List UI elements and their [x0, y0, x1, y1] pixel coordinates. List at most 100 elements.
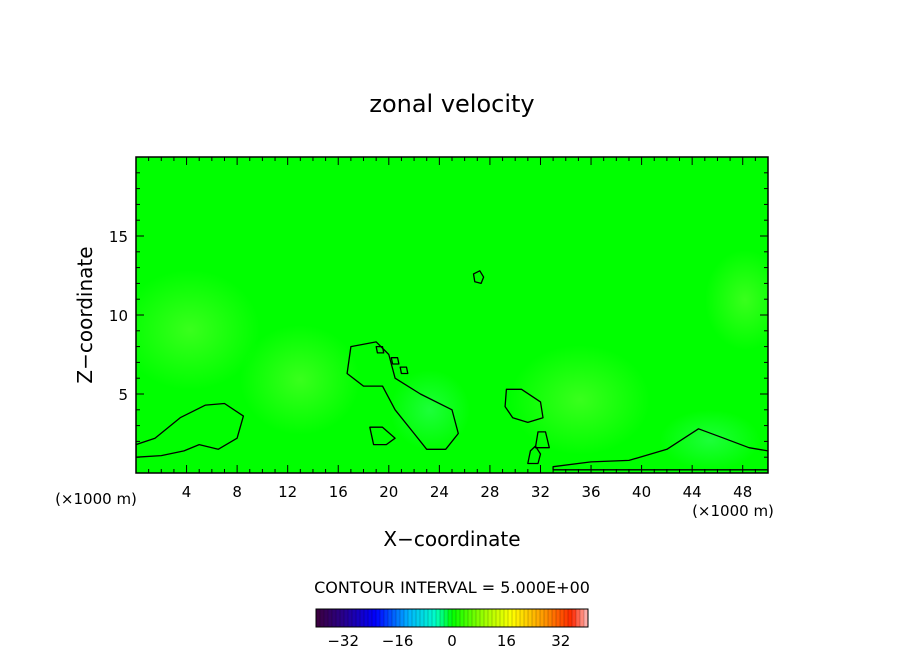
- colorbar-tick-label: −16: [382, 632, 414, 650]
- colorbar-swatch: [384, 609, 389, 627]
- colorbar-swatch: [480, 609, 485, 627]
- field-blotch: [705, 250, 768, 350]
- contour-interval-label: CONTOUR INTERVAL = 5.000E+00: [314, 578, 590, 597]
- contour-cell-31b: [527, 445, 542, 465]
- colorbar-swatch: [536, 609, 541, 627]
- colorbar-swatch: [484, 609, 489, 627]
- y-tick-labels: 5 10 15: [109, 228, 128, 404]
- colorbar-swatch: [472, 609, 477, 627]
- axis-ticks: [136, 157, 768, 473]
- colorbar-swatch: [460, 609, 465, 627]
- colorbar-tick-label: 16: [497, 632, 516, 650]
- colorbar-swatch: [368, 609, 373, 627]
- field-blotch: [136, 270, 260, 390]
- colorbar-swatch: [376, 609, 381, 627]
- colorbar-swatch: [580, 609, 585, 627]
- colorbar-swatch: [452, 609, 457, 627]
- x-tick-label: 44: [683, 483, 702, 501]
- colorbar-swatch: [424, 609, 429, 627]
- x-tick-label: 48: [733, 483, 752, 501]
- colorbar-swatch: [492, 609, 497, 627]
- colorbar-swatch: [556, 609, 561, 627]
- colorbar-swatch: [464, 609, 469, 627]
- colorbar-swatch: [336, 609, 341, 627]
- x-axis-label: X−coordinate: [383, 527, 520, 551]
- colorbar-swatch: [572, 609, 577, 627]
- colorbar-swatch: [432, 609, 437, 627]
- colorbar-frame: [315, 608, 589, 628]
- colorbar-swatch: [528, 609, 533, 627]
- contour-cell-32: [534, 431, 550, 449]
- x-tick-label: 12: [278, 483, 297, 501]
- x-tick-label: 4: [182, 483, 192, 501]
- colorbar-tick-label: 32: [551, 632, 570, 650]
- x-tick-label: 36: [581, 483, 600, 501]
- colorbar-swatch: [456, 609, 461, 627]
- colorbar-swatch: [348, 609, 353, 627]
- colorbar-swatch: [416, 609, 421, 627]
- colorbar-swatch: [360, 609, 365, 627]
- colorbar-swatch: [500, 609, 505, 627]
- colorbar-swatch: [408, 609, 413, 627]
- colorbar-swatch: [316, 609, 321, 627]
- colorbar-swatch: [448, 609, 453, 627]
- contour-small-cell-19: [369, 426, 396, 446]
- colorbar-swatch: [584, 609, 589, 627]
- colorbar-swatch: [504, 609, 509, 627]
- colorbar-swatch: [444, 609, 449, 627]
- colorbar-swatch: [352, 609, 357, 627]
- contour-lines: [136, 270, 768, 471]
- colorbar-swatch: [440, 609, 445, 627]
- colorbar-swatch: [468, 609, 473, 627]
- contour-cell-21-dot: [399, 366, 409, 375]
- x-unit-right: (×1000 m): [692, 502, 774, 520]
- colorbar-tick-label: −32: [327, 632, 359, 650]
- colorbar-swatch: [324, 609, 329, 627]
- field-blotch: [660, 410, 760, 470]
- field-blotch: [510, 345, 650, 455]
- x-tick-label: 16: [329, 483, 348, 501]
- colorbar-labels: −32 −16 0 16 32: [327, 632, 570, 650]
- y-tick-label: 10: [109, 307, 128, 325]
- x-tick-label: 28: [480, 483, 499, 501]
- y-tick-label: 5: [118, 386, 128, 404]
- colorbar-swatch: [512, 609, 517, 627]
- y-tick-label: 15: [109, 228, 128, 246]
- colorbar-swatch: [340, 609, 345, 627]
- colorbar-swatch: [516, 609, 521, 627]
- colorbar-swatch: [564, 609, 569, 627]
- colorbar-swatch: [428, 609, 433, 627]
- colorbar-swatch: [552, 609, 557, 627]
- colorbar-swatch: [548, 609, 553, 627]
- colorbar-swatch: [392, 609, 397, 627]
- plot-area: [136, 157, 768, 473]
- contour-central-hook: [346, 341, 459, 450]
- colorbar-swatch: [400, 609, 405, 627]
- colorbar-swatch: [372, 609, 377, 627]
- colorbar-swatch: [412, 609, 417, 627]
- colorbar-tick-label: 0: [447, 632, 457, 650]
- colorbar-swatch: [540, 609, 545, 627]
- colorbar-swatch: [404, 609, 409, 627]
- contour-cell-27-aloft: [472, 270, 485, 285]
- x-tick-label: 24: [430, 483, 449, 501]
- colorbar-swatch: [380, 609, 385, 627]
- x-tick-label: 32: [531, 483, 550, 501]
- y-axis-label: Z−coordinate: [73, 246, 97, 383]
- colorbar-swatch: [524, 609, 529, 627]
- x-tick-label: 8: [232, 483, 242, 501]
- x-tick-label: 40: [632, 483, 651, 501]
- contour-cell-19-dot: [375, 345, 385, 354]
- colorbar-swatch: [388, 609, 393, 627]
- colorbar-swatch: [520, 609, 525, 627]
- colorbar-swatch: [436, 609, 441, 627]
- colorbar-swatch: [396, 609, 401, 627]
- colorbar-swatch: [364, 609, 369, 627]
- colorbar-swatch: [560, 609, 565, 627]
- colorbar-swatch: [488, 609, 493, 627]
- contour-low-left-lobe: [136, 402, 245, 458]
- colorbar-swatch: [544, 609, 549, 627]
- colorbar-swatch: [508, 609, 513, 627]
- colorbar-swatch: [496, 609, 501, 627]
- colorbar-swatch: [476, 609, 481, 627]
